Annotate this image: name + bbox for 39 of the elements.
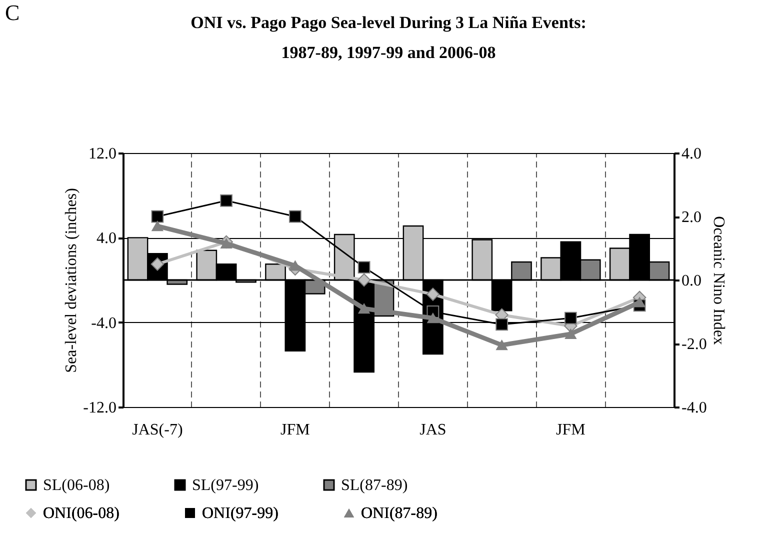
- point: [496, 318, 508, 331]
- y-axis-title: Sea-level deviations (inches): [63, 188, 80, 373]
- x-tick-label: JAS: [420, 422, 446, 438]
- point: [427, 313, 439, 324]
- x-tick-label: JFM: [280, 422, 310, 438]
- y-tick-label: -4.0: [91, 314, 116, 332]
- y-tick-label: 4.0: [96, 230, 116, 248]
- point: [358, 304, 370, 314]
- legend-label: SL(06-08): [43, 477, 110, 494]
- x-tick-label: JAS(-7): [132, 422, 183, 438]
- point: [220, 194, 233, 207]
- y2-axis-title: Oceanic Nino Index: [710, 216, 727, 345]
- legend-label: ONI(87-89): [361, 505, 438, 522]
- text: ONI vs. Pago Pago Sea-level During 3 La Niña Events:: [190, 13, 586, 32]
- point: [151, 210, 164, 223]
- point: [564, 312, 577, 324]
- point: [357, 273, 371, 287]
- point: [288, 210, 302, 223]
- point: [220, 238, 232, 249]
- y-tick-label: -12.0: [83, 400, 116, 416]
- text: 1987-89, 1997-99 and 2006-08: [281, 43, 496, 62]
- text: C: [5, 0, 20, 25]
- legend-label: ONI(97-99): [202, 505, 278, 522]
- point: [564, 328, 576, 340]
- y-tick-label: 12.0: [88, 146, 116, 162]
- point: [496, 340, 508, 350]
- y2-tick-label: 4.0: [682, 146, 702, 162]
- y2-tick-label: 0.0: [682, 272, 702, 290]
- legend-label: SL(97-99): [192, 477, 259, 494]
- y2-tick-label: -4.0: [682, 400, 707, 416]
- point: [152, 220, 164, 232]
- x-tick-label: JFM: [556, 422, 586, 438]
- y2-tick-label: 2.0: [682, 209, 702, 226]
- y2-tick-label: -2.0: [682, 336, 707, 353]
- point: [426, 288, 440, 301]
- legend-label: SL(87-89): [341, 477, 408, 494]
- point: [634, 297, 646, 308]
- legend-label: ONI(06-08): [43, 505, 120, 522]
- point: [358, 261, 370, 274]
